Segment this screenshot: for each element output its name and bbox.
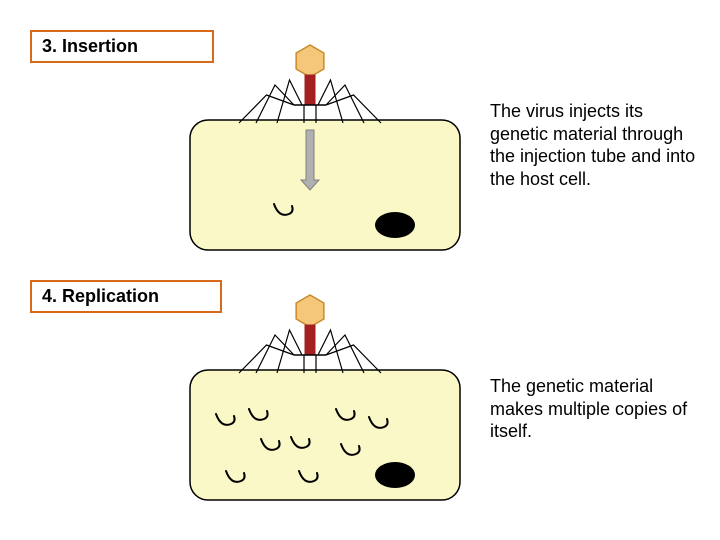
virus-leg-icon: [326, 335, 364, 373]
virus-neck: [305, 325, 315, 355]
organelle-icon: [375, 212, 415, 238]
virus-head-icon: [296, 45, 324, 77]
section2-description: The genetic material makes multiple copi…: [490, 375, 700, 443]
virus-leg-icon: [318, 80, 343, 123]
virus-leg-icon: [239, 345, 294, 373]
section1-diagram: [180, 35, 470, 260]
virus-leg-icon: [277, 330, 302, 373]
host-cell: [190, 370, 460, 500]
virus-head-icon: [296, 295, 324, 327]
virus-leg-icon: [239, 95, 294, 123]
section2-diagram: [180, 285, 470, 510]
section1-title-text: 3. Insertion: [42, 36, 138, 56]
virus-leg-icon: [318, 330, 343, 373]
virus-leg-icon: [277, 80, 302, 123]
virus-leg-icon: [326, 95, 381, 123]
organelle-icon: [375, 462, 415, 488]
virus-leg-icon: [326, 85, 364, 123]
virus-leg-icon: [256, 335, 294, 373]
host-cell: [190, 120, 460, 250]
section2-title-text: 4. Replication: [42, 286, 159, 306]
virus-leg-icon: [326, 345, 381, 373]
virus-neck: [305, 75, 315, 105]
virus-leg-icon: [256, 85, 294, 123]
section1-description: The virus injects its genetic material t…: [490, 100, 700, 190]
